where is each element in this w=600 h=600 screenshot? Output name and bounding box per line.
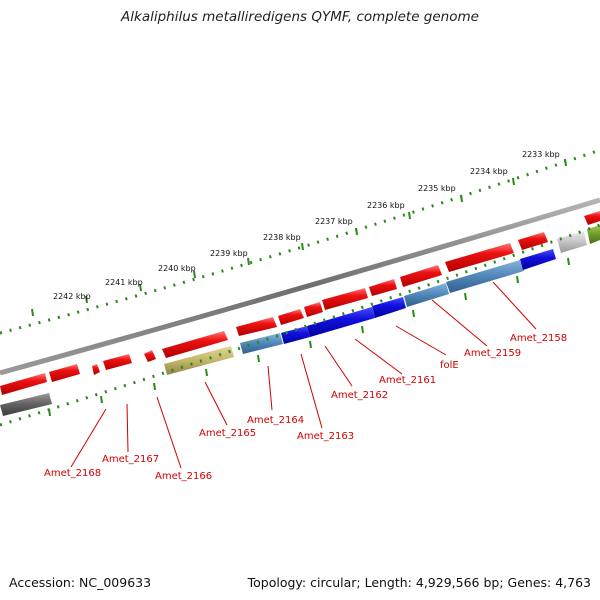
kbp-label-2233: 2233 kbp [522, 150, 560, 159]
gene-arrow [584, 211, 600, 225]
label-leaders [70, 281, 537, 469]
reverse-strand-genes [0, 225, 600, 416]
kbp-label-2238: 2238 kbp [263, 233, 301, 242]
gene-arrow [92, 364, 100, 375]
gene-arrow [278, 309, 304, 325]
gene-arrow [0, 373, 47, 395]
gene-arrow [518, 232, 548, 250]
gene-label-amet-2166: Amet_2166 [155, 471, 212, 482]
topology-label: Topology: circular; Length: 4,929,566 bp… [247, 575, 591, 590]
gene-arrow [304, 302, 323, 317]
gene-arrow [322, 288, 368, 310]
outer-tick-ring [0, 148, 600, 335]
gene-arrow-fole [404, 283, 449, 307]
gene-labels: Amet_2158 Amet_2159 folE Amet_2161 Amet_… [44, 333, 567, 482]
kbp-label-2239: 2239 kbp [210, 249, 248, 258]
gene-label-amet-2168: Amet_2168 [44, 468, 101, 479]
gene-arrow [49, 364, 80, 382]
genome-backbone [0, 197, 600, 376]
gene-arrow [400, 265, 442, 287]
feature-light-grey [557, 231, 587, 253]
kbp-label-2236: 2236 kbp [367, 201, 405, 210]
gene-arrow [144, 350, 156, 362]
map-title: Alkaliphilus metalliredigens QYMF, compl… [121, 9, 479, 25]
gene-label-amet-2162: Amet_2162 [331, 390, 388, 401]
feature-grey [0, 393, 52, 416]
gene-label-amet-2167: Amet_2167 [102, 454, 159, 465]
gene-label-amet-2158: Amet_2158 [510, 333, 567, 344]
gene-arrow [369, 279, 397, 296]
gene-label-amet-2161: Amet_2161 [379, 375, 436, 386]
inner-tick-ring [0, 223, 600, 427]
gene-label-fole: folE [440, 360, 459, 371]
gene-arrow [162, 331, 228, 358]
gene-arrow-amet-2159 [446, 260, 524, 293]
gene-label-amet-2163: Amet_2163 [297, 431, 354, 442]
gene-arrow-amet-2161 [372, 297, 406, 318]
kbp-label-2235: 2235 kbp [418, 184, 456, 193]
kbp-label-2240: 2240 kbp [158, 264, 196, 273]
kbp-label-2241: 2241 kbp [105, 278, 143, 287]
gene-arrow-amet-2162 [307, 307, 375, 337]
gene-arrow [103, 354, 132, 370]
kbp-major-ticks [31, 158, 567, 317]
gene-label-amet-2159: Amet_2159 [464, 348, 521, 359]
gene-arrow-amet-2163 [281, 326, 310, 344]
gene-arrow-amet-2158 [520, 249, 556, 270]
gene-arrow [445, 243, 514, 272]
kbp-labels: 2233 kbp 2234 kbp 2235 kbp 2236 kbp 2237… [53, 150, 560, 301]
gene-arrow-amet-2164 [240, 333, 283, 354]
gene-label-amet-2164: Amet_2164 [247, 415, 304, 426]
accession-label: Accession: NC_009633 [9, 575, 152, 590]
kbp-label-2242: 2242 kbp [53, 292, 91, 301]
gene-arrow [236, 317, 277, 336]
gene-label-amet-2165: Amet_2165 [199, 428, 256, 439]
forward-strand-genes [0, 211, 600, 395]
kbp-label-2237: 2237 kbp [315, 217, 353, 226]
inner-major-ticks [48, 257, 570, 417]
kbp-label-2234: 2234 kbp [470, 167, 508, 176]
